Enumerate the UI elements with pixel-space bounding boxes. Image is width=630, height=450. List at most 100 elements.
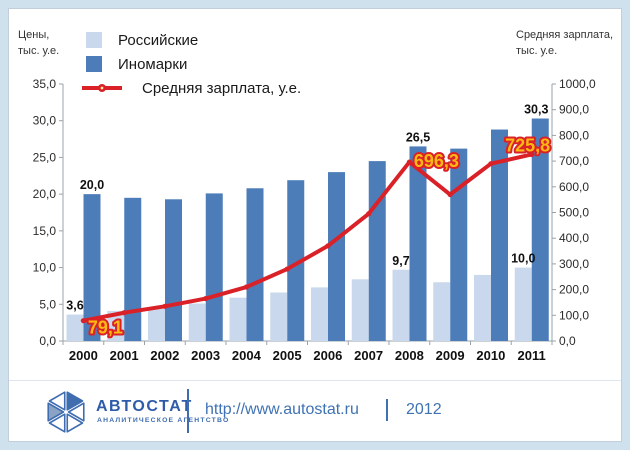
left-axis-tick-label: 25,0 (33, 150, 57, 164)
right-axis-title-line1: Средняя зарплата, (516, 29, 614, 41)
left-axis-tick-label: 35,0 (33, 77, 57, 91)
right-axis-tick-label: 500,0 (559, 206, 589, 220)
bar-value-label: 3,6 (66, 299, 83, 313)
bar-value-label: 10,0 (511, 252, 535, 266)
bar-russian-2008 (392, 269, 410, 341)
right-axis-tick-label: 600,0 (559, 180, 589, 194)
right-axis-tick-label: 400,0 (559, 231, 589, 245)
x-axis-year-label: 2004 (232, 348, 262, 363)
bar-russian-2010 (474, 274, 491, 341)
x-axis-year-label: 2009 (436, 348, 465, 363)
salary-line-point-2006 (325, 243, 331, 249)
bar-russian-2000 (66, 314, 84, 341)
left-axis-tick-label: 0,0 (39, 334, 56, 348)
right-axis-tick-label: 800,0 (559, 128, 589, 142)
salary-line-point-2001 (121, 310, 127, 316)
brand-name: АВТОСТАТ (96, 398, 193, 415)
bar-foreign-2010 (491, 129, 508, 341)
bar-foreign-2009 (450, 148, 468, 341)
salary-line-point-2000 (80, 318, 86, 324)
x-axis-year-label: 2001 (110, 348, 139, 363)
bar-foreign-2000 (83, 194, 101, 341)
right-axis-tick-label: 200,0 (559, 283, 589, 297)
left-axis-tick-label: 20,0 (33, 187, 57, 201)
bar-russian-2007 (351, 279, 369, 341)
x-axis-year-label: 2002 (150, 348, 179, 363)
left-axis-title-line2: тыс. у.е. (18, 45, 60, 57)
right-axis-tick-label: 0,0 (559, 334, 576, 348)
x-axis-year-label: 2008 (395, 348, 424, 363)
chart-card (8, 8, 622, 442)
legend-label-salary: Средняя зарплата, у.е. (142, 79, 302, 97)
right-axis-title-line2: тыс. у.е. (516, 45, 558, 57)
right-axis-tick-label: 900,0 (559, 103, 589, 117)
foreign-cars-swatch-icon (86, 56, 102, 72)
x-axis-year-label: 2000 (69, 348, 98, 363)
left-axis-title-line1: Цены, (18, 29, 50, 41)
bar-foreign-2001 (124, 197, 142, 341)
bar-foreign-2011 (531, 118, 549, 341)
salary-line-point-2008 (406, 159, 412, 165)
salary-line-point-2002 (162, 303, 168, 309)
bar-russian-2003 (188, 303, 206, 341)
footer-separator (9, 380, 621, 381)
bar-value-label: 30,3 (524, 103, 548, 117)
left-axis-tick-label: 5,0 (39, 297, 56, 311)
brand-subtitle: АНАЛИТИЧЕСКОЕ АГЕНТСТВО (97, 417, 230, 424)
salary-line (81, 152, 534, 323)
x-axis-year-label: 2006 (313, 348, 342, 363)
bar-foreign-2003 (205, 193, 223, 341)
bar-russian-2002 (148, 308, 165, 341)
footer-year: 2012 (406, 401, 442, 418)
legend-label-foreign: Иномарки (118, 55, 188, 73)
x-axis-year-label: 2011 (518, 348, 546, 363)
autostat-logo-icon (42, 388, 90, 441)
salary-value-label: 725,8 (505, 135, 550, 155)
salary-line-point-2004 (243, 284, 249, 290)
bar-foreign-2002 (165, 199, 182, 341)
salary-value-label: 696,3 (414, 151, 459, 171)
bar-russian-2006 (311, 287, 328, 341)
salary-line-marker-icon (80, 83, 124, 93)
salary-line-point-2003 (203, 295, 209, 302)
x-axis-year-label: 2010 (476, 348, 505, 363)
legend-label-russian: Российские (118, 31, 199, 49)
bar-value-label: 26,5 (406, 130, 430, 144)
bar-foreign-2004 (246, 188, 264, 341)
bar-foreign-2007 (368, 161, 386, 341)
salary-line-point-2007 (366, 211, 372, 217)
footer-divider (187, 389, 189, 433)
legend-item-russian: Российские (86, 28, 301, 52)
salary-line-point-2010 (488, 161, 494, 167)
legend-item-salary: Средняя зарплата, у.е. (82, 76, 302, 100)
bar-foreign-2008 (409, 146, 427, 341)
right-axis-tick-label: 300,0 (559, 257, 589, 271)
right-axis-tick-label: 1000,0 (559, 77, 596, 91)
bar-russian-2004 (229, 297, 247, 341)
bar-value-label: 20,0 (80, 178, 104, 192)
legend-item-foreign: Иномарки (86, 52, 301, 76)
salary-line-point-2011 (529, 151, 535, 158)
bar-foreign-2006 (328, 172, 345, 341)
x-axis-year-label: 2003 (191, 348, 220, 363)
bar-russian-2001 (107, 310, 125, 341)
left-axis-title: Цены, тыс. у.е. (18, 27, 59, 59)
left-axis-tick-label: 30,0 (33, 114, 57, 128)
salary-line-point-2009 (447, 191, 453, 198)
right-axis-tick-label: 100,0 (559, 308, 589, 322)
bar-value-label: 9,7 (392, 254, 409, 268)
salary-value-label: 79,1 (88, 318, 123, 338)
russian-cars-swatch-icon (86, 32, 102, 48)
bar-russian-2009 (433, 282, 451, 341)
right-axis-tick-label: 700,0 (559, 154, 589, 168)
right-axis-title: Средняя зарплата, тыс. у.е. (516, 27, 613, 59)
bar-foreign-2005 (287, 180, 305, 341)
x-axis-year-label: 2007 (354, 348, 383, 363)
left-axis-tick-label: 15,0 (33, 224, 57, 238)
left-axis-tick-label: 10,0 (33, 261, 57, 275)
footer-pipe-divider (386, 399, 388, 421)
salary-line-point-2005 (284, 266, 290, 272)
footer-url-link[interactable]: http://www.autostat.ru (205, 401, 359, 418)
